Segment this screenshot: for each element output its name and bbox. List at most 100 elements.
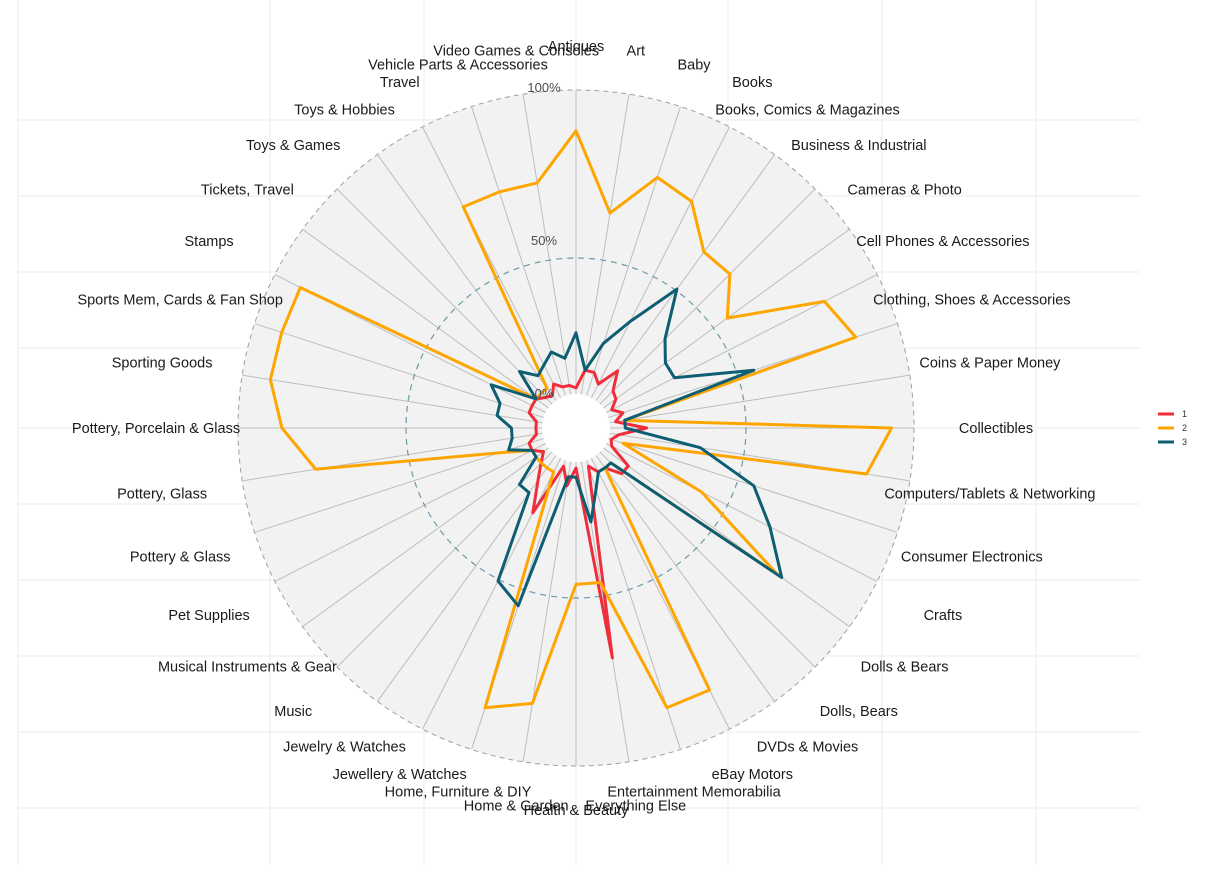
category-label: Everything Else [585, 798, 686, 814]
series-3-point-7 [674, 377, 675, 379]
series-2-point-2 [656, 176, 658, 178]
series-1-point-35 [545, 397, 546, 398]
series-2-point-3 [691, 200, 692, 202]
series-1-point-28 [528, 442, 530, 444]
category-labels: Antiques Art Baby Books Books, Comics & Maga… [72, 39, 1096, 819]
series-3-point-35 [519, 371, 520, 372]
spoke-35 [336, 188, 577, 429]
series-1-point-14 [627, 465, 629, 467]
series-3-point-19 [590, 521, 592, 523]
series-3-point-32 [499, 402, 501, 404]
series-2-point-12 [622, 442, 624, 444]
series-3-point-3 [629, 320, 631, 322]
series-3-point-0 [575, 332, 577, 334]
spoke-25 [336, 427, 577, 668]
spoke-24 [376, 427, 577, 702]
category-label: Cameras & Photo [847, 182, 961, 198]
spoke-3 [575, 126, 730, 429]
category-label: Music [274, 704, 312, 720]
category-label: Pottery, Glass [117, 487, 207, 503]
series-2-point-38 [498, 191, 500, 193]
radial-tick-label-100%: 100% [527, 80, 561, 95]
spoke-14 [575, 427, 850, 628]
category-label: Sports Mem, Cards & Fan Shop [77, 292, 283, 308]
series-1-point-24 [537, 479, 539, 481]
series-3-point-31 [496, 415, 498, 416]
spoke-28 [254, 427, 577, 533]
center-hole [542, 394, 610, 462]
legend-label-2: 2 [1182, 423, 1187, 433]
series-1-point-36 [551, 395, 553, 396]
category-label: Jewellery & Watches [333, 767, 467, 783]
series-1-point-8 [622, 412, 624, 414]
series-1-point-9 [615, 421, 617, 423]
series-3-point-4 [676, 288, 678, 290]
category-label: Pottery, Porcelain & Glass [72, 421, 240, 437]
radial-rings [405, 257, 747, 599]
spoke-39 [522, 94, 577, 429]
series-2-point-22 [484, 707, 486, 709]
spoke-19 [575, 427, 630, 762]
category-label: Dolls & Bears [861, 660, 949, 676]
spoke-18 [575, 427, 681, 750]
series-1-point-26 [543, 451, 544, 453]
series-3-point-6 [664, 362, 666, 364]
category-label: Consumer Electronics [901, 550, 1043, 566]
series-2-point-21 [531, 702, 533, 704]
series-2-point-31 [269, 379, 271, 381]
spoke-32 [254, 323, 577, 429]
series-3-point-16 [604, 467, 606, 469]
series-2-point-32 [281, 331, 283, 333]
series-2-point-39 [536, 182, 538, 184]
series-1-point-7 [611, 409, 613, 411]
series-1-point-5 [612, 390, 614, 392]
series-3-point-21 [567, 476, 569, 478]
series-3-point-38 [550, 351, 552, 353]
series-3-point-33 [490, 384, 492, 386]
series-3-point-37 [543, 364, 545, 366]
series-3-point-22 [517, 605, 519, 607]
spoke-26 [302, 427, 577, 628]
series-2-point-24 [546, 467, 548, 469]
series-3-point-18 [595, 488, 597, 490]
category-label: Business & Industrial [791, 138, 926, 154]
series-1-point-37 [553, 383, 555, 385]
series-2-point-4 [703, 251, 705, 253]
spoke-5 [575, 188, 816, 429]
series-3-point-8 [753, 369, 755, 371]
series-2-point-19 [600, 582, 601, 583]
category-label: Toys & Hobbies [294, 102, 395, 118]
series-3-point-39 [564, 357, 566, 359]
category-label: Computers/Tablets & Networking [884, 487, 1095, 503]
series-2-point-36 [546, 387, 548, 389]
series-2-point-28 [499, 452, 501, 454]
series-1-point-39 [568, 384, 570, 386]
series-1-point-23 [532, 512, 534, 514]
category-label: Art [627, 44, 646, 60]
series-2-point-5 [729, 273, 731, 275]
series-1-point-31 [535, 421, 537, 423]
series-layer [268, 129, 893, 710]
series-3-point-34 [535, 398, 537, 400]
radial-tick-label-50%: 50% [531, 233, 557, 248]
category-label: Pottery & Glass [130, 550, 231, 566]
series-1-point-3 [597, 383, 599, 385]
category-label: Collectibles [959, 421, 1033, 437]
category-label: Home & Garden [464, 798, 569, 814]
category-label: Coins & Paper Money [919, 356, 1061, 372]
series-2-point-7 [823, 300, 825, 302]
series-2-point-10 [891, 427, 892, 429]
series-1-point-29 [535, 433, 537, 435]
category-label: Dolls, Bears [820, 704, 898, 720]
series-1-point-30 [535, 427, 537, 429]
category-label: Stamps [185, 234, 234, 250]
series-2-point-35 [540, 392, 542, 394]
series-3-point-26 [535, 456, 537, 458]
category-label: Antiques [548, 39, 604, 55]
series-1-point-13 [611, 445, 613, 447]
category-label: Travel [380, 75, 420, 91]
ring-50 [405, 257, 747, 599]
series-2-point-0 [575, 130, 577, 132]
series-3-point-30 [510, 427, 512, 429]
